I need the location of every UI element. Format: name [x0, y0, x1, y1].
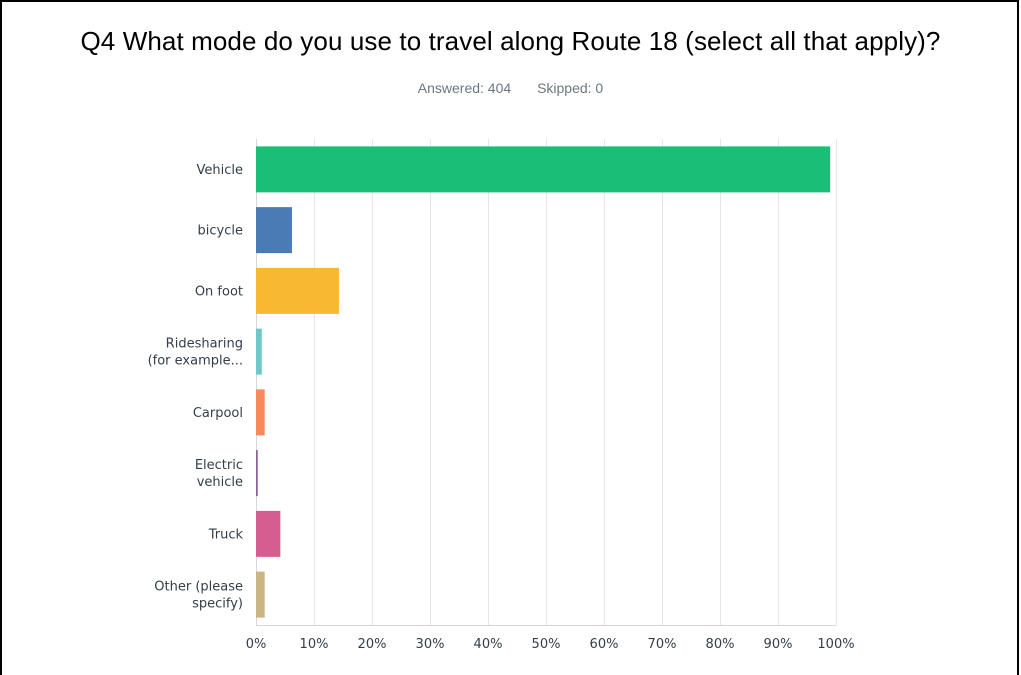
answered-count: Answered: 404 — [417, 80, 512, 96]
x-tick-label: 60% — [590, 637, 619, 652]
x-tick-label: 30% — [416, 637, 445, 652]
x-tick-label: 50% — [532, 637, 561, 652]
x-tick-label: 70% — [648, 637, 677, 652]
bar — [256, 450, 258, 497]
x-tick-label: 40% — [474, 637, 503, 652]
category-label: Vehicle — [197, 163, 244, 178]
category-label: Other (please specify) — [154, 580, 243, 612]
bar — [256, 389, 265, 436]
category-label: Carpool — [193, 406, 243, 421]
category-label-line: (for example... — [148, 354, 243, 369]
response-stats: Answered: 404 Skipped: 0 — [0, 80, 1021, 96]
category-label: Electric vehicle — [195, 458, 243, 490]
bar — [256, 571, 265, 618]
category-label: On foot — [195, 284, 243, 299]
bar — [256, 328, 262, 375]
category-label-line: bicycle — [198, 224, 243, 239]
bar — [256, 510, 281, 557]
bar — [256, 207, 292, 254]
category-label-line: Vehicle — [197, 163, 244, 178]
category-label: bicycle — [198, 224, 243, 239]
x-tick-label: 90% — [764, 637, 793, 652]
category-label-line: Ridesharing — [166, 337, 243, 352]
skipped-count: Skipped: 0 — [537, 80, 604, 96]
x-tick-label: 20% — [358, 637, 387, 652]
x-tick-label: 80% — [706, 637, 735, 652]
x-tick-label: 10% — [300, 637, 329, 652]
category-label-line: Carpool — [193, 406, 243, 421]
category-label-line: Electric — [195, 458, 243, 473]
bar — [256, 146, 831, 193]
category-label: Truck — [208, 527, 244, 542]
category-label-line: vehicle — [197, 475, 243, 490]
category-label-line: Truck — [208, 527, 244, 542]
category-label: Ridesharing (for example... — [148, 337, 243, 369]
x-tick-label: 0% — [246, 637, 267, 652]
category-label-line: On foot — [195, 284, 243, 299]
category-label-line: Other (please — [154, 580, 243, 595]
category-label-line: specify) — [192, 597, 243, 612]
chart-title: Q4 What mode do you use to travel along … — [80, 26, 941, 56]
x-tick-label: 100% — [817, 637, 854, 652]
bar — [256, 267, 339, 314]
